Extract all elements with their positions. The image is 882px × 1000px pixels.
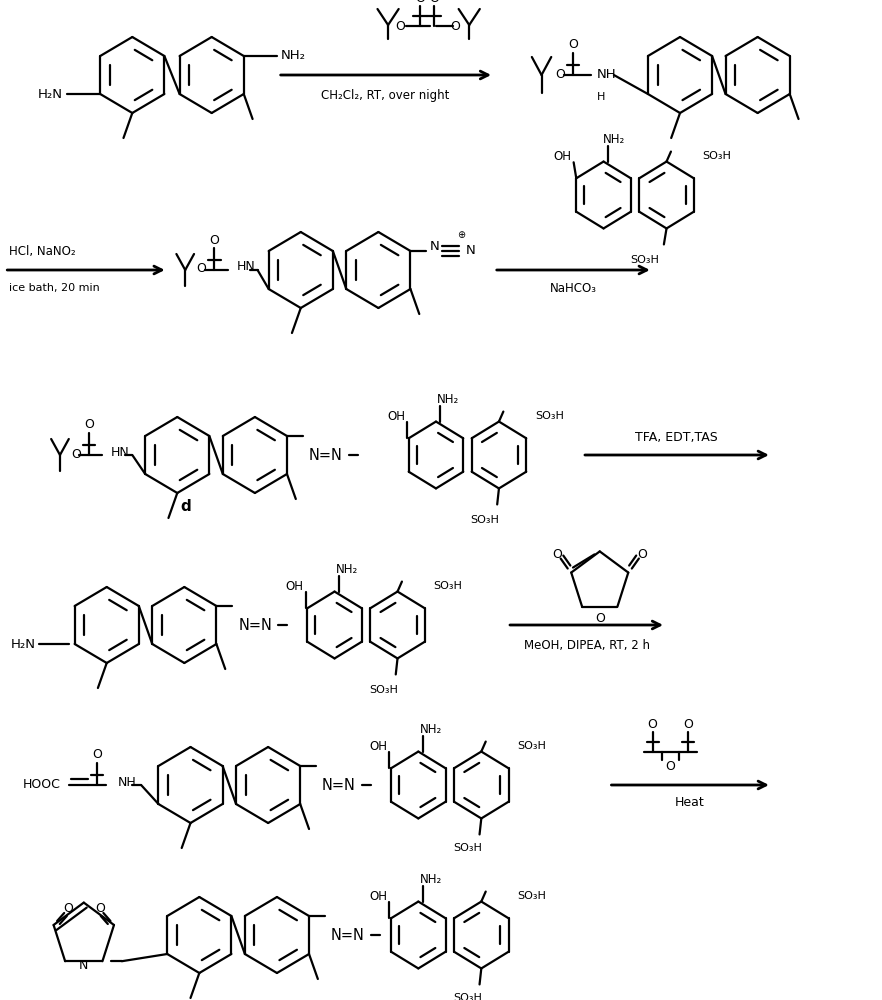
Text: SO₃H: SO₃H <box>453 993 482 1000</box>
Text: O: O <box>647 718 658 730</box>
Text: H: H <box>597 92 605 102</box>
Text: N: N <box>79 959 88 972</box>
Text: HOOC: HOOC <box>23 778 61 792</box>
Text: HN: HN <box>236 260 255 273</box>
Text: O: O <box>568 38 579 51</box>
Text: SO₃H: SO₃H <box>630 255 659 265</box>
Text: O: O <box>429 0 439 4</box>
Text: SO₃H: SO₃H <box>434 581 462 591</box>
Text: SO₃H: SO₃H <box>535 411 564 421</box>
Text: O: O <box>552 548 562 561</box>
Text: CH₂Cl₂, RT, over night: CH₂Cl₂, RT, over night <box>321 89 450 102</box>
Text: TFA, EDT,TAS: TFA, EDT,TAS <box>635 430 718 444</box>
Text: NH: NH <box>117 776 136 788</box>
Text: SO₃H: SO₃H <box>518 741 546 751</box>
Text: SO₃H: SO₃H <box>370 685 398 695</box>
Text: O: O <box>683 718 693 730</box>
Text: O: O <box>415 0 425 4</box>
Text: NH₂: NH₂ <box>420 723 442 736</box>
Text: Heat: Heat <box>675 796 705 810</box>
Text: NH₂: NH₂ <box>420 873 442 886</box>
Text: OH: OH <box>370 890 387 903</box>
Text: O: O <box>395 19 406 32</box>
Text: NH₂: NH₂ <box>336 563 358 576</box>
Text: MeOH, DIPEA, RT, 2 h: MeOH, DIPEA, RT, 2 h <box>524 639 649 652</box>
Text: OH: OH <box>286 580 303 593</box>
Text: ⊕: ⊕ <box>457 230 465 240</box>
Text: O: O <box>63 902 72 915</box>
Text: O: O <box>95 902 105 915</box>
Text: O: O <box>84 418 94 431</box>
Text: HN: HN <box>111 446 130 458</box>
Text: SO₃H: SO₃H <box>703 151 731 161</box>
Text: O: O <box>92 748 102 762</box>
Text: O: O <box>71 448 81 460</box>
Text: O: O <box>450 20 460 33</box>
Text: HCl, NaNO₂: HCl, NaNO₂ <box>9 245 76 258</box>
Text: O: O <box>638 548 647 561</box>
Text: OH: OH <box>387 410 405 423</box>
Text: H₂N: H₂N <box>38 88 64 101</box>
Text: SO₃H: SO₃H <box>518 891 546 901</box>
Text: N=N: N=N <box>238 617 273 633</box>
Text: NH: NH <box>597 68 617 82</box>
Text: N: N <box>430 240 439 253</box>
Text: O: O <box>555 68 564 81</box>
Text: N=N: N=N <box>322 778 356 792</box>
Text: NH₂: NH₂ <box>437 393 460 406</box>
Text: NH₂: NH₂ <box>603 133 625 146</box>
Text: OH: OH <box>553 150 571 163</box>
Text: O: O <box>209 233 220 246</box>
Text: SO₃H: SO₃H <box>453 843 482 853</box>
Text: O: O <box>594 612 605 625</box>
Text: N=N: N=N <box>331 928 365 942</box>
Text: d: d <box>181 499 191 514</box>
Text: N: N <box>466 244 475 257</box>
Text: OH: OH <box>370 740 387 753</box>
Text: NaHCO₃: NaHCO₃ <box>549 282 597 294</box>
Text: ice bath, 20 min: ice bath, 20 min <box>9 283 100 293</box>
Text: NH₂: NH₂ <box>280 49 306 62</box>
Text: SO₃H: SO₃H <box>471 515 499 525</box>
Text: H₂N: H₂N <box>11 638 36 650</box>
Text: O: O <box>665 760 676 772</box>
Text: N=N: N=N <box>309 448 343 462</box>
Text: O: O <box>197 262 206 275</box>
